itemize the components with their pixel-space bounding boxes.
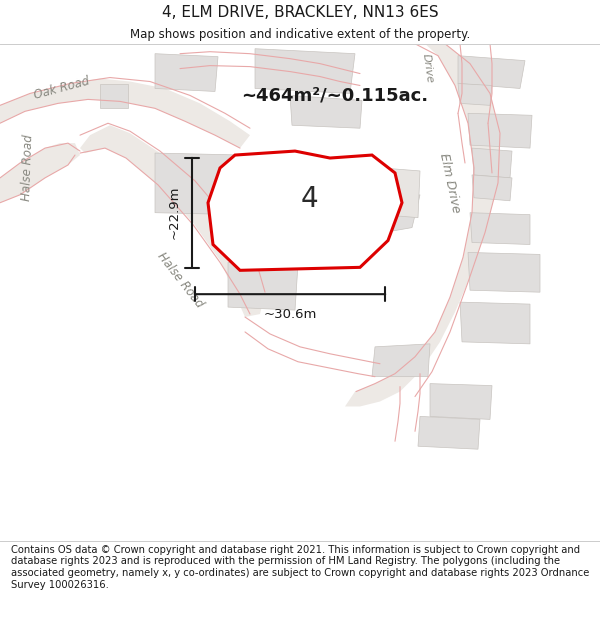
- Text: 4, ELM DRIVE, BRACKLEY, NN13 6ES: 4, ELM DRIVE, BRACKLEY, NN13 6ES: [161, 5, 439, 20]
- Text: Oak Road: Oak Road: [33, 75, 91, 102]
- Polygon shape: [290, 96, 362, 128]
- Polygon shape: [382, 168, 420, 217]
- Polygon shape: [155, 54, 218, 91]
- Polygon shape: [155, 153, 243, 214]
- Polygon shape: [468, 113, 532, 148]
- Polygon shape: [458, 56, 525, 89]
- Polygon shape: [468, 253, 540, 292]
- Polygon shape: [208, 151, 402, 271]
- Text: Halse Road: Halse Road: [154, 250, 206, 311]
- Polygon shape: [372, 195, 420, 234]
- Text: Drive: Drive: [421, 53, 435, 84]
- Text: ~30.6m: ~30.6m: [263, 308, 317, 321]
- Polygon shape: [372, 344, 430, 377]
- Polygon shape: [0, 143, 80, 202]
- Text: ~22.9m: ~22.9m: [167, 186, 181, 239]
- Polygon shape: [80, 125, 265, 317]
- Text: Map shows position and indicative extent of the property.: Map shows position and indicative extent…: [130, 28, 470, 41]
- Polygon shape: [460, 302, 530, 344]
- Text: ~464m²/~0.115ac.: ~464m²/~0.115ac.: [241, 86, 428, 104]
- Polygon shape: [430, 384, 492, 419]
- Polygon shape: [228, 262, 298, 310]
- Polygon shape: [100, 84, 128, 108]
- Polygon shape: [472, 148, 512, 178]
- Text: 4: 4: [301, 185, 319, 213]
- Polygon shape: [458, 84, 492, 106]
- Text: Contains OS data © Crown copyright and database right 2021. This information is : Contains OS data © Crown copyright and d…: [11, 545, 589, 589]
- Polygon shape: [418, 416, 480, 449]
- Text: Halse Road: Halse Road: [20, 134, 35, 201]
- Polygon shape: [472, 175, 512, 201]
- Polygon shape: [255, 49, 355, 93]
- Polygon shape: [345, 44, 500, 406]
- Polygon shape: [0, 79, 250, 148]
- Polygon shape: [470, 213, 530, 244]
- Text: Elm Drive: Elm Drive: [437, 152, 463, 214]
